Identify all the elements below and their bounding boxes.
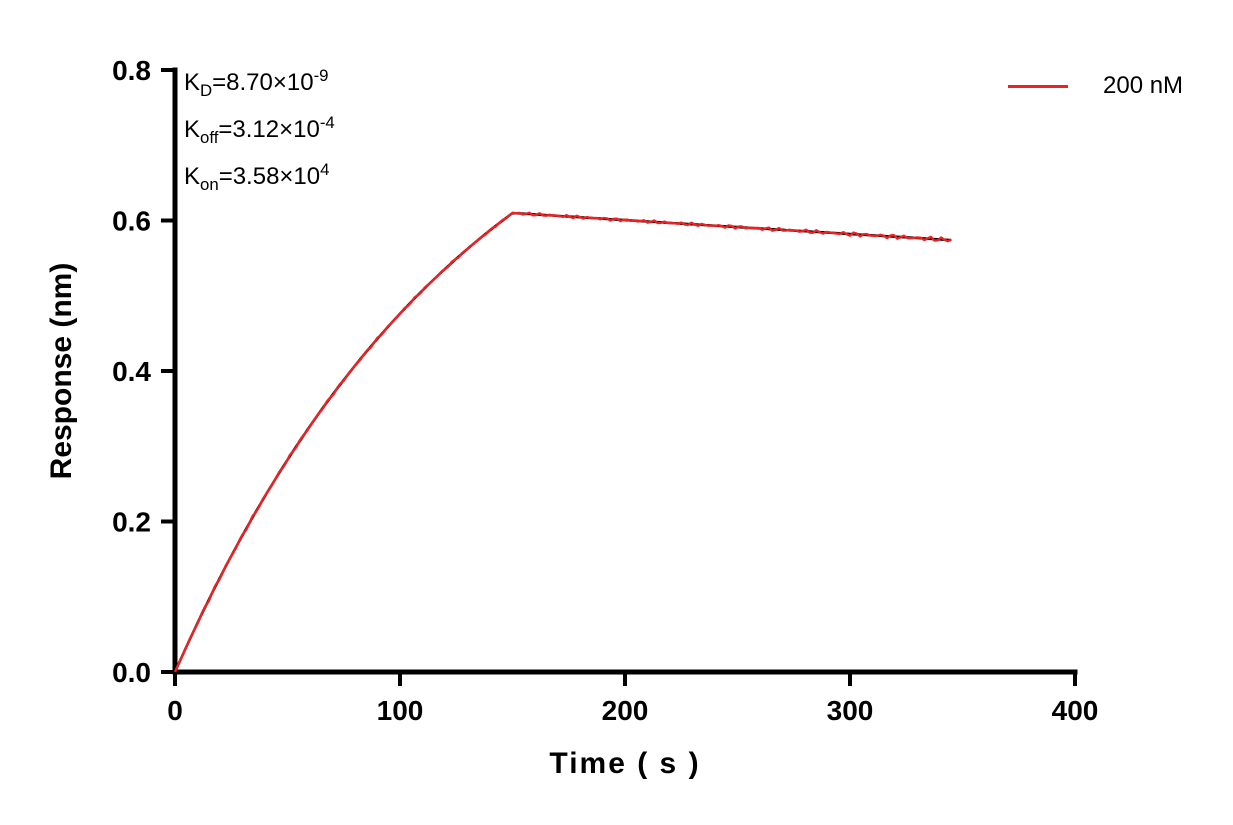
legend-line-swatch: [1008, 84, 1068, 88]
y-tick-label: 0.2: [112, 507, 151, 538]
kd-symbol: K: [184, 69, 201, 96]
y-tick-label: 0.6: [112, 206, 151, 237]
kon-exponent: 4: [320, 160, 330, 179]
kd-exponent: -9: [313, 66, 329, 85]
x-tick-label: 300: [827, 695, 874, 726]
x-tick-label: 200: [602, 695, 649, 726]
legend: 200 nM: [1008, 72, 1183, 100]
kon-subscript: on: [200, 174, 219, 194]
x-tick-label: 0: [167, 695, 183, 726]
kon-value: =3.58×10: [218, 163, 321, 190]
kd-annotation: KD=8.70×10-9: [184, 66, 335, 115]
koff-symbol: K: [184, 116, 201, 143]
y-tick-label: 0.4: [112, 356, 151, 387]
kinetics-annotations: KD=8.70×10-9 Koff=3.12×10-4 Kon=3.58×104: [184, 66, 335, 209]
y-tick-label: 0.8: [112, 55, 151, 86]
koff-exponent: -4: [319, 113, 335, 132]
kon-symbol: K: [184, 163, 201, 190]
koff-subscript: off: [200, 127, 219, 147]
data-curve-200nM: [173, 211, 952, 673]
fit-curve: [173, 211, 952, 673]
x-axis-title: Time ( s ): [549, 747, 701, 780]
x-tick-label: 400: [1052, 695, 1099, 726]
kd-value: =8.70×10: [212, 69, 314, 96]
kon-annotation: Kon=3.58×104: [184, 160, 335, 209]
koff-value: =3.12×10: [218, 116, 320, 143]
kd-subscript: D: [200, 80, 213, 100]
y-axis-title: Response (nm): [45, 262, 78, 480]
x-tick-label: 100: [377, 695, 424, 726]
koff-annotation: Koff=3.12×10-4: [184, 113, 335, 162]
y-tick-label: 0.0: [112, 657, 151, 688]
legend-label: 200 nM: [1103, 72, 1184, 99]
